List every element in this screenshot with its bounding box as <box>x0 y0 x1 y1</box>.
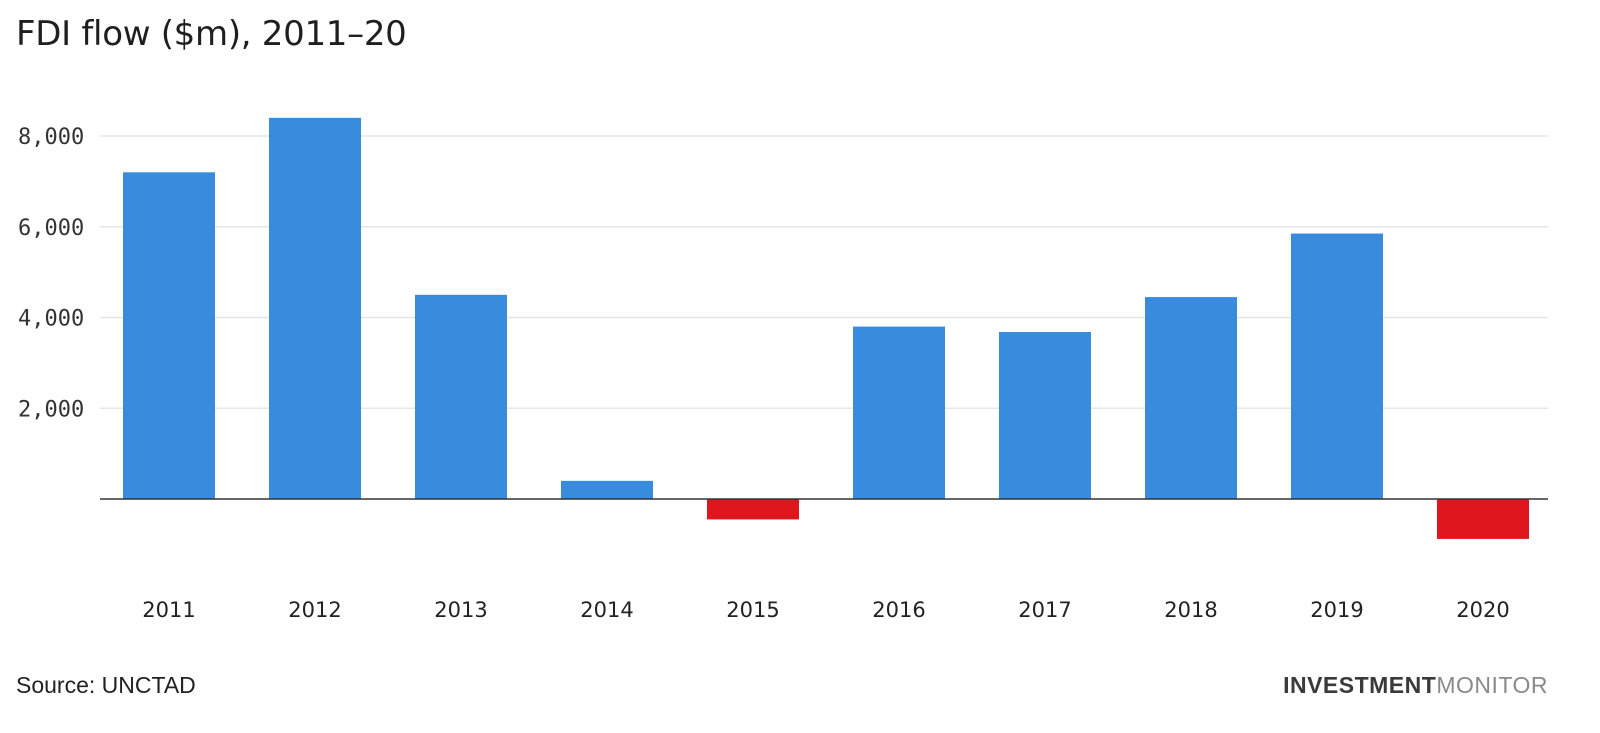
bar-2019 <box>1291 233 1383 499</box>
bar-2017 <box>999 332 1091 499</box>
brand-part-1: INVESTMENT <box>1283 672 1437 698</box>
x-axis-tick-labels: 2011 2012 2013 2014 2015 2016 2017 2018 2019 2020 <box>142 598 1509 622</box>
x-tick-label: 2011 <box>142 598 195 622</box>
y-tick-label: 6,000 <box>18 216 84 241</box>
x-tick-label: 2020 <box>1456 598 1509 622</box>
x-tick-label: 2018 <box>1164 598 1217 622</box>
source-note: Source: UNCTAD <box>16 672 196 698</box>
bar-2016 <box>853 326 945 499</box>
chart-title: FDI flow ($m), 2011–20 <box>16 14 407 54</box>
bar-2020 <box>1437 499 1529 539</box>
bar-2015 <box>707 499 799 520</box>
x-tick-label: 2015 <box>726 598 779 622</box>
brand-logo: INVESTMENTMONITOR <box>1283 672 1548 699</box>
x-tick-label: 2014 <box>580 598 633 622</box>
bars <box>123 117 1529 539</box>
bar-2018 <box>1145 297 1237 499</box>
y-tick-label: 2,000 <box>18 397 84 422</box>
y-tick-label: 8,000 <box>18 125 84 150</box>
y-tick-label: 4,000 <box>18 307 84 332</box>
y-axis-tick-labels: 2,000 4,000 6,000 8,000 <box>18 125 84 422</box>
bar-2012 <box>269 117 361 499</box>
x-tick-label: 2013 <box>434 598 487 622</box>
bar-2014 <box>561 480 653 499</box>
x-tick-label: 2016 <box>872 598 925 622</box>
x-tick-label: 2019 <box>1310 598 1363 622</box>
x-tick-label: 2017 <box>1018 598 1071 622</box>
bar-2011 <box>123 172 215 500</box>
bar-2013 <box>415 294 507 499</box>
brand-part-2: MONITOR <box>1436 672 1548 698</box>
x-tick-label: 2012 <box>288 598 341 622</box>
